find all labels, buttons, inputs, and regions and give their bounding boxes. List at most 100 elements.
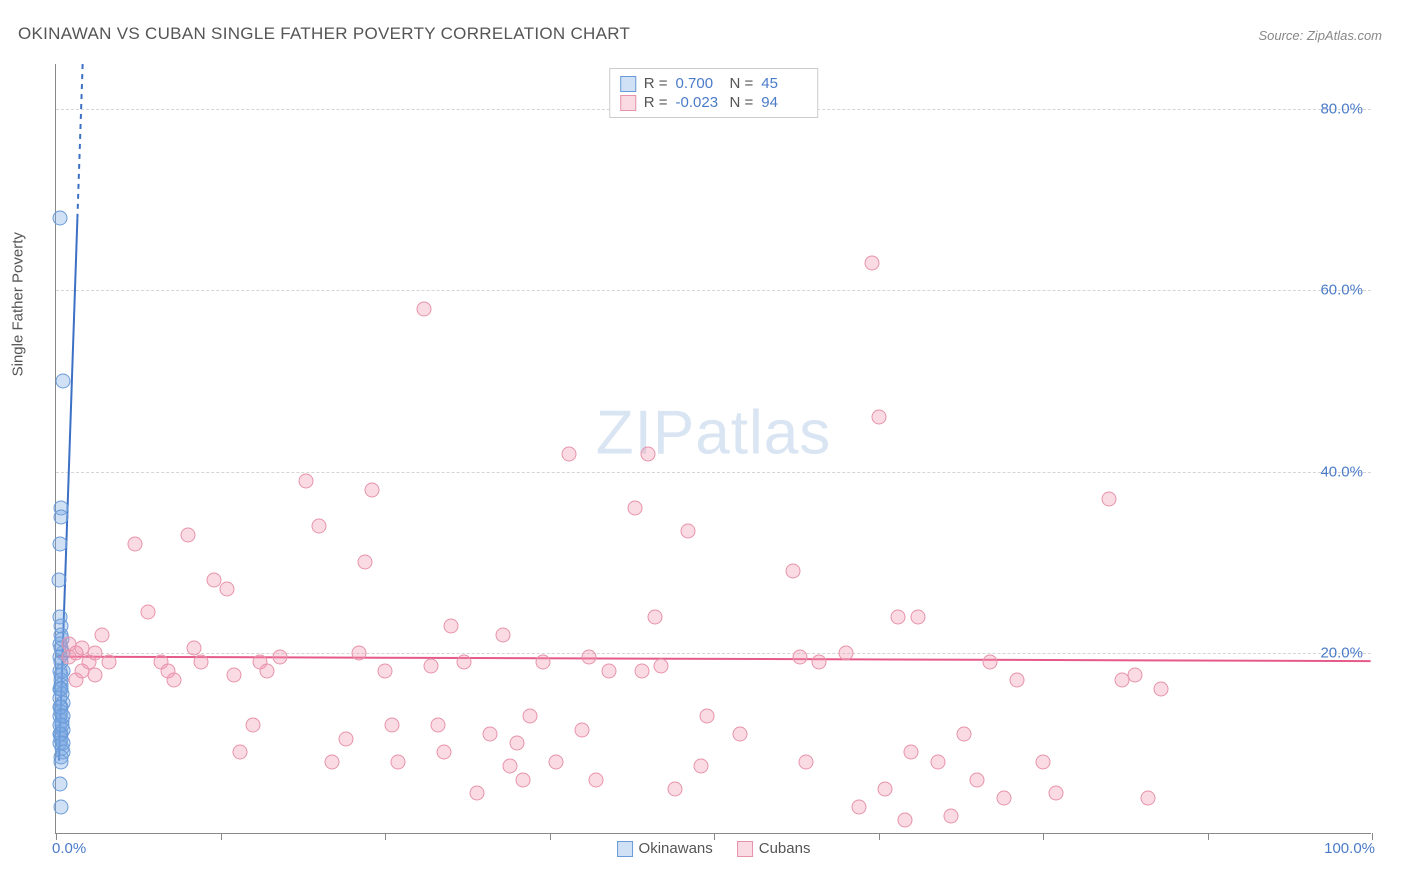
- data-point: [53, 682, 68, 697]
- y-tick-label: 60.0%: [1320, 282, 1363, 299]
- data-point: [1154, 682, 1169, 697]
- y-tick-label: 20.0%: [1320, 644, 1363, 661]
- data-point: [55, 709, 70, 724]
- data-point: [88, 645, 103, 660]
- data-point: [634, 663, 649, 678]
- data-point: [628, 500, 643, 515]
- data-point: [101, 654, 116, 669]
- data-point: [364, 482, 379, 497]
- swatch-icon: [620, 95, 636, 111]
- data-point: [358, 555, 373, 570]
- data-point: [167, 673, 182, 688]
- x-tick: [56, 833, 57, 840]
- data-point: [1036, 754, 1051, 769]
- data-point: [680, 523, 695, 538]
- data-point: [378, 663, 393, 678]
- data-point: [496, 627, 511, 642]
- data-point: [838, 645, 853, 660]
- data-point: [52, 211, 67, 226]
- data-point: [55, 374, 70, 389]
- data-point: [667, 781, 682, 796]
- legend-item: Cubans: [737, 840, 811, 857]
- data-point: [897, 813, 912, 828]
- data-point: [588, 772, 603, 787]
- data-point: [654, 659, 669, 674]
- data-point: [878, 781, 893, 796]
- data-point: [693, 759, 708, 774]
- data-point: [792, 650, 807, 665]
- data-point: [54, 509, 69, 524]
- data-point: [601, 663, 616, 678]
- data-point: [522, 709, 537, 724]
- data-point: [641, 446, 656, 461]
- data-point: [910, 609, 925, 624]
- data-point: [509, 736, 524, 751]
- data-point: [88, 668, 103, 683]
- data-point: [312, 519, 327, 534]
- data-point: [54, 799, 69, 814]
- data-point: [957, 727, 972, 742]
- x-tick: [1043, 833, 1044, 840]
- data-point: [55, 736, 70, 751]
- data-point: [220, 582, 235, 597]
- legend-label: Cubans: [759, 840, 811, 857]
- x-tick: [879, 833, 880, 840]
- data-point: [904, 745, 919, 760]
- data-point: [871, 410, 886, 425]
- data-point: [535, 654, 550, 669]
- data-point: [470, 786, 485, 801]
- stats-legend: R = 0.700 N = 45R = -0.023 N = 94: [609, 68, 819, 118]
- r-value: 0.700: [676, 75, 722, 92]
- swatch-icon: [737, 841, 753, 857]
- x-tick: [385, 833, 386, 840]
- data-point: [437, 745, 452, 760]
- data-point: [970, 772, 985, 787]
- swatch-icon: [617, 841, 633, 857]
- chart-title: OKINAWAN VS CUBAN SINGLE FATHER POVERTY …: [18, 24, 630, 44]
- y-tick-label: 40.0%: [1320, 463, 1363, 480]
- gridline: [56, 653, 1371, 654]
- data-point: [864, 256, 879, 271]
- x-tick: [221, 833, 222, 840]
- stats-row: R = -0.023 N = 94: [620, 93, 808, 112]
- data-point: [180, 528, 195, 543]
- data-point: [52, 777, 67, 792]
- data-point: [930, 754, 945, 769]
- data-point: [647, 609, 662, 624]
- y-axis-label: Single Father Poverty: [10, 232, 27, 376]
- data-point: [503, 759, 518, 774]
- x-tick: [1208, 833, 1209, 840]
- x-max-label: 100.0%: [1324, 840, 1375, 857]
- n-label: N =: [730, 94, 754, 111]
- data-point: [127, 537, 142, 552]
- x-tick: [714, 833, 715, 840]
- data-point: [1101, 491, 1116, 506]
- data-point: [785, 564, 800, 579]
- data-point: [549, 754, 564, 769]
- data-point: [443, 618, 458, 633]
- data-point: [562, 446, 577, 461]
- data-point: [246, 718, 261, 733]
- plot-area: ZIPatlas 20.0%40.0%60.0%80.0% R = 0.700 …: [55, 64, 1371, 834]
- data-point: [424, 659, 439, 674]
- data-point: [996, 790, 1011, 805]
- data-point: [52, 609, 67, 624]
- swatch-icon: [620, 76, 636, 92]
- data-point: [1141, 790, 1156, 805]
- data-point: [799, 754, 814, 769]
- data-point: [259, 663, 274, 678]
- data-point: [943, 808, 958, 823]
- data-point: [62, 650, 77, 665]
- data-point: [51, 573, 66, 588]
- data-point: [351, 645, 366, 660]
- data-point: [456, 654, 471, 669]
- data-point: [483, 727, 498, 742]
- data-point: [384, 718, 399, 733]
- data-point: [812, 654, 827, 669]
- data-point: [193, 654, 208, 669]
- data-point: [1009, 673, 1024, 688]
- y-tick-label: 80.0%: [1320, 101, 1363, 118]
- legend-item: Okinawans: [617, 840, 713, 857]
- n-value: 45: [761, 75, 807, 92]
- data-point: [299, 473, 314, 488]
